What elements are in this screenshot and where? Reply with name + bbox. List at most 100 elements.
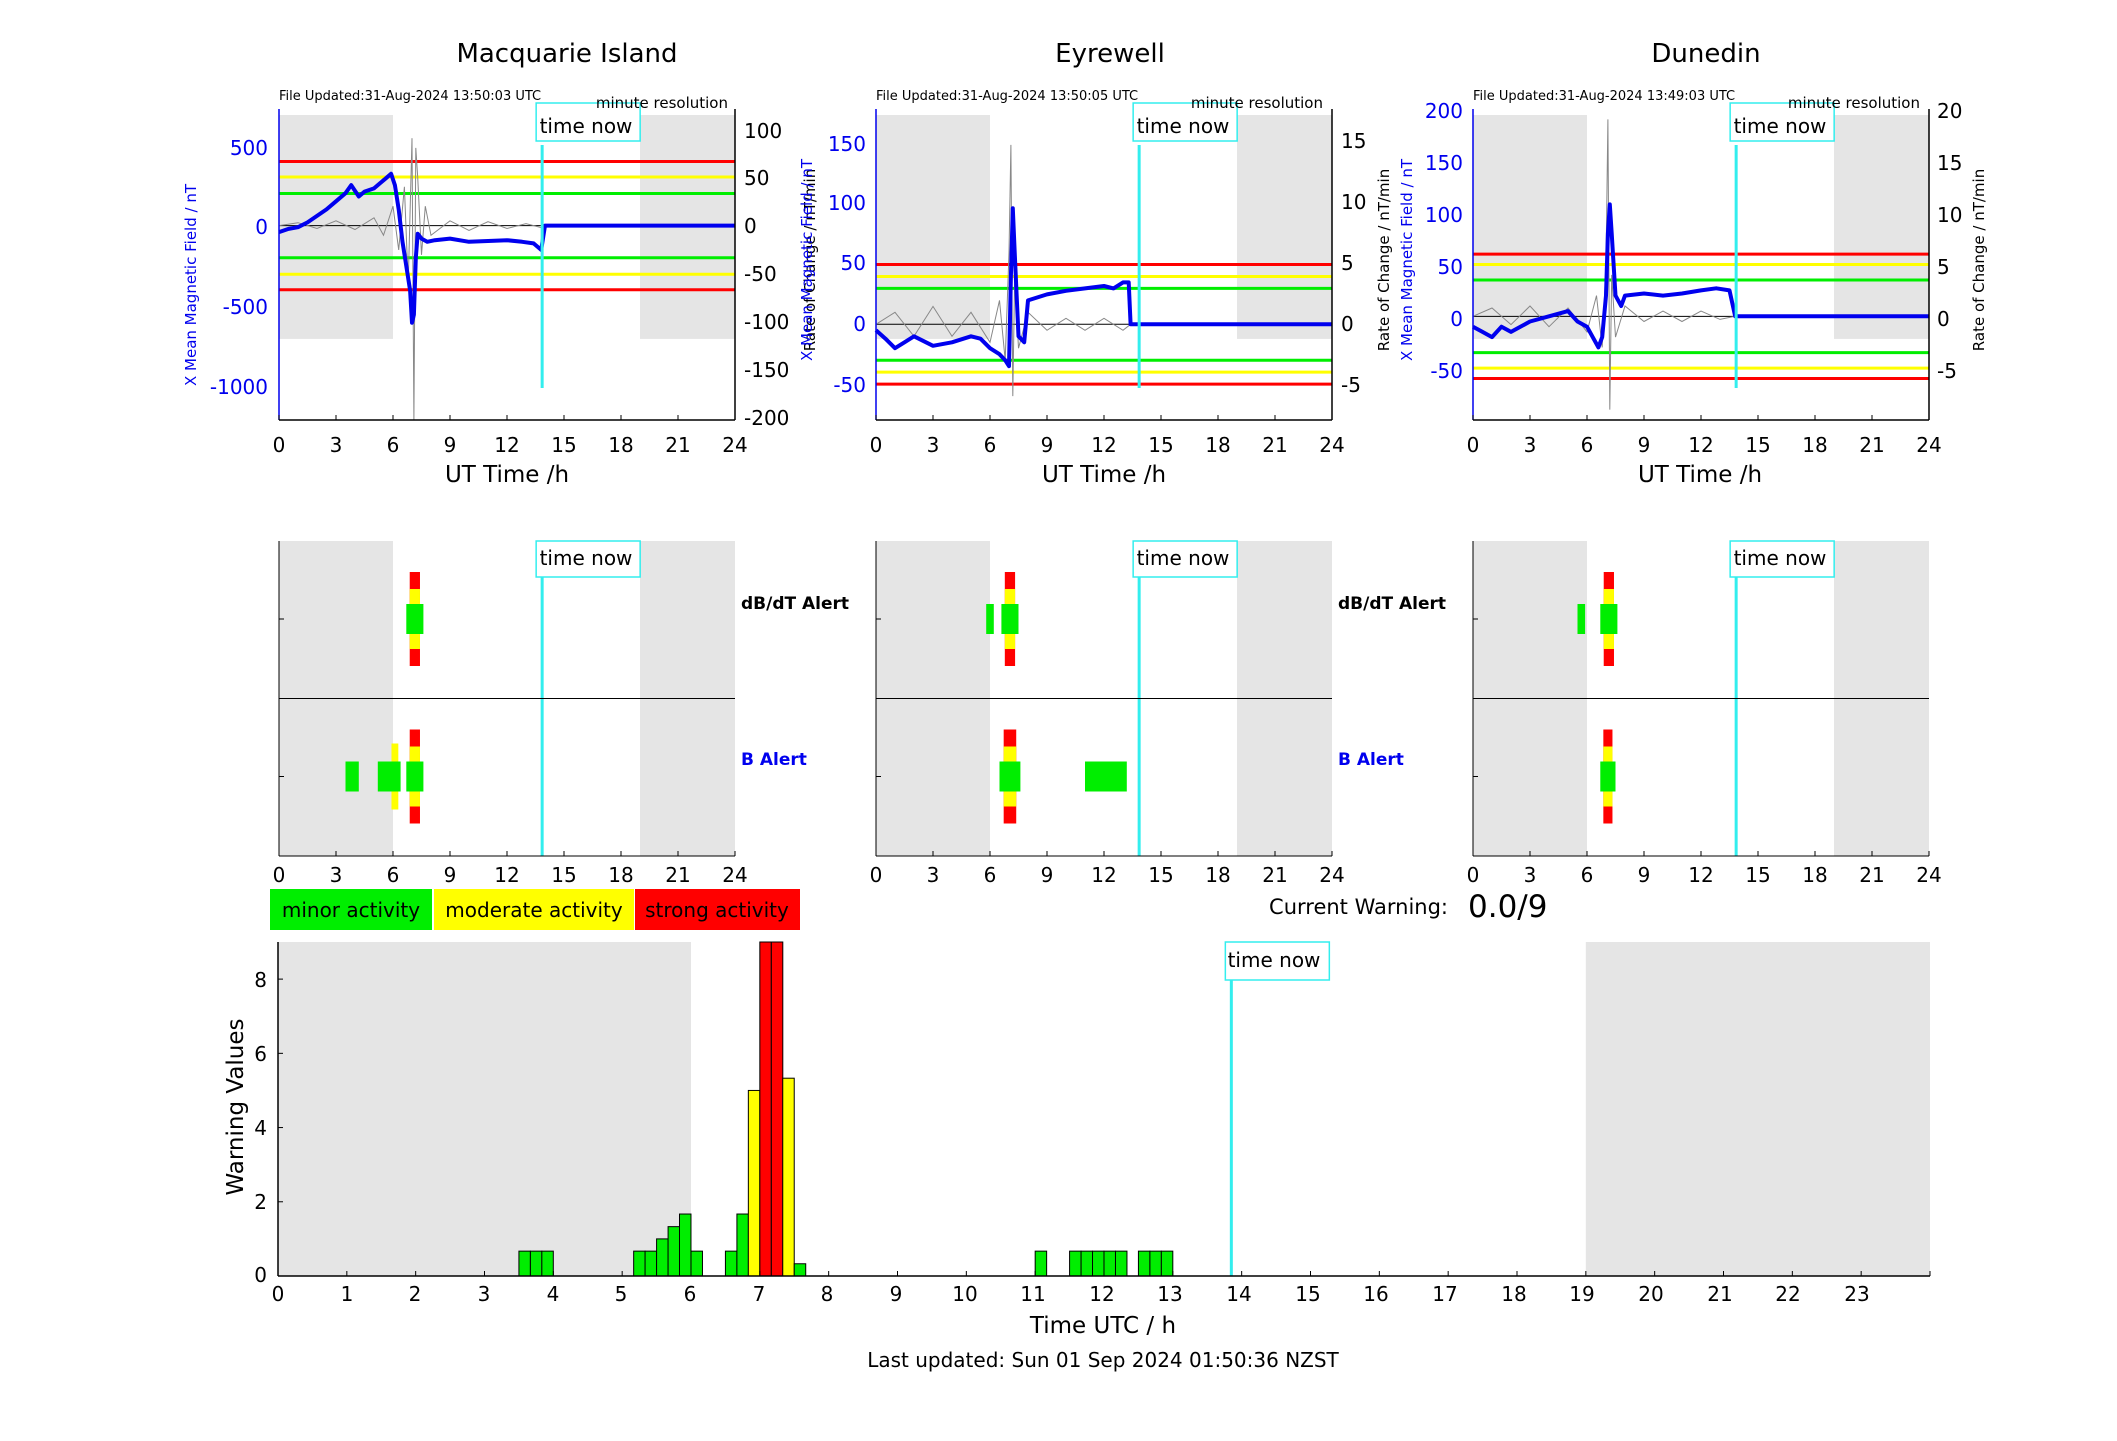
alert-minor: [345, 761, 359, 792]
left-y-tick-label: 0: [1450, 307, 1463, 331]
x-tick-label: 18: [1501, 1282, 1526, 1306]
left-y-tick-label: -500: [223, 295, 268, 319]
legend-moderate-swatch: [434, 889, 634, 930]
x-tick-label: 21: [1859, 433, 1884, 457]
right-y-tick-label: 0: [744, 214, 757, 238]
warning-bar: [518, 1250, 531, 1277]
x-tick-label: 15: [551, 863, 576, 887]
left-y-tick-label: 50: [1438, 255, 1463, 279]
file-updated-text: File Updated:31-Aug-2024 13:49:03 UTC: [1473, 89, 1735, 104]
right-y-axis-label: Rate of Change / nT/min: [1970, 169, 1988, 351]
right-y-tick-labels: 100 50 0 -50 -100 -150 -200: [744, 119, 789, 430]
night-shading: [1834, 115, 1929, 339]
warning-bar: [1137, 1250, 1151, 1277]
x-tick-label: 14: [1226, 1282, 1251, 1306]
left-y-tick-label: 50: [841, 251, 866, 275]
left-y-tick-label: 0: [853, 312, 866, 336]
warning-y-tick-labels: 0 2 4 6 8: [254, 968, 267, 1287]
alert-minor: [1085, 761, 1127, 792]
right-y-tick-label: 10: [1937, 203, 1962, 227]
alert-x-tick-labels: 0 3 6 9 12 15 18 21 24: [870, 863, 1345, 887]
file-updated-text: File Updated:31-Aug-2024 13:50:05 UTC: [876, 89, 1138, 104]
time-now-box: [535, 102, 641, 142]
x-axis-label: UT Time /h: [1638, 462, 1762, 488]
alert-minor: [1600, 604, 1618, 634]
station-title: Eyrewell: [1055, 39, 1165, 69]
right-y-tick-label: 100: [744, 119, 782, 143]
x-tick-label: 24: [722, 863, 747, 887]
x-tick-label: 3: [927, 863, 940, 887]
station-chart-0: [278, 102, 736, 421]
time-now-box: [1224, 941, 1331, 981]
x-tick-label: 18: [608, 433, 633, 457]
x-tick-label: 12: [1091, 433, 1116, 457]
time-now-label: time now: [1137, 114, 1230, 138]
right-y-tick-label: 0: [1341, 312, 1354, 336]
right-y-axis-label: Rate of Change / nT/min: [1375, 169, 1393, 351]
left-y-tick-label: -50: [1430, 359, 1463, 383]
x-tick-label: 16: [1363, 1282, 1388, 1306]
x-tick-label: 3: [478, 1282, 491, 1306]
right-y-tick-label: -5: [1937, 359, 1957, 383]
x-tick-label: 21: [1859, 863, 1884, 887]
time-now-label: time now: [1228, 948, 1321, 972]
alert-minor: [406, 604, 424, 634]
x-tick-label: 21: [665, 433, 690, 457]
right-y-tick-labels: 20 15 10 5 0 -5: [1937, 99, 1962, 383]
magnetic-field-line: [1472, 202, 1929, 350]
left-y-axis-label: X Mean Magnetic Field / nT: [182, 183, 200, 386]
x-tick-label: 0: [870, 433, 883, 457]
time-now-label: time now: [540, 114, 633, 138]
night-shading: [1237, 115, 1332, 339]
x-tick-label: 6: [1581, 863, 1594, 887]
left-y-tick-label: -50: [833, 373, 866, 397]
resolution-text: minute resolution: [596, 94, 728, 112]
x-tick-label: 19: [1569, 1282, 1594, 1306]
warning-bar: [1034, 1250, 1048, 1277]
x-tick-label: 24: [1916, 433, 1941, 457]
y-tick-label: 4: [254, 1116, 267, 1140]
x-tick-label: 15: [1745, 433, 1770, 457]
x-tick-label: 4: [547, 1282, 560, 1306]
x-tick-label: 3: [1524, 863, 1537, 887]
dbdt-alert-label: dB/dT Alert: [741, 594, 849, 614]
x-tick-label: 24: [1916, 863, 1941, 887]
y-tick-label: 6: [254, 1042, 267, 1066]
b-alert-label: B Alert: [741, 750, 807, 770]
x-tick-label: 1: [341, 1282, 354, 1306]
dbdt-alert-label: dB/dT Alert: [1338, 594, 1446, 614]
alert-minor: [1001, 604, 1019, 634]
x-tick-labels: 0 3 6 9 12 15 18 21 24: [273, 433, 748, 457]
warning-bar: [529, 1250, 543, 1277]
right-y-tick-label: -200: [744, 406, 789, 430]
left-y-tick-label: -1000: [210, 375, 268, 399]
x-tick-label: 21: [1262, 863, 1287, 887]
right-y-tick-label: -50: [744, 262, 777, 286]
resolution-text: minute resolution: [1191, 94, 1323, 112]
x-tick-label: 18: [1802, 433, 1827, 457]
x-tick-label: 6: [684, 1282, 697, 1306]
left-y-tick-label: 0: [255, 215, 268, 239]
alert-chart-2: [1472, 540, 1930, 857]
x-tick-label: 15: [1148, 863, 1173, 887]
alert-panel-macquarie: dB/dT Alert B Alert time now 0 3 6 9 12 …: [273, 546, 849, 887]
x-tick-label: 0: [273, 433, 286, 457]
time-now-box: [535, 540, 641, 578]
x-tick-label: 18: [608, 863, 633, 887]
x-tick-label: 6: [387, 433, 400, 457]
time-now-label: time now: [1137, 546, 1230, 570]
alert-panel-dunedin: time now 0 3 6 9 12 15 18 21 24: [1467, 546, 1942, 887]
alert-minor: [1600, 761, 1616, 792]
x-tick-label: 15: [1295, 1282, 1320, 1306]
magnetic-field-line: [874, 206, 1332, 369]
time-now-box: [1729, 102, 1835, 142]
x-tick-label: 9: [1638, 433, 1651, 457]
activity-legend: minor activity moderate activity strong …: [270, 889, 800, 930]
x-tick-label: 9: [1041, 863, 1054, 887]
x-tick-label: 24: [722, 433, 747, 457]
warning-bar: [724, 1250, 738, 1277]
warning-x-tick-labels: 0 1 2 3 4 5 6 7 8 9 10 11 12 13 14 15 16…: [272, 1282, 1870, 1306]
station-plot-macquarie: Macquarie Island File Updated:31-Aug-202…: [182, 39, 819, 488]
warning-bar: [782, 1077, 795, 1277]
